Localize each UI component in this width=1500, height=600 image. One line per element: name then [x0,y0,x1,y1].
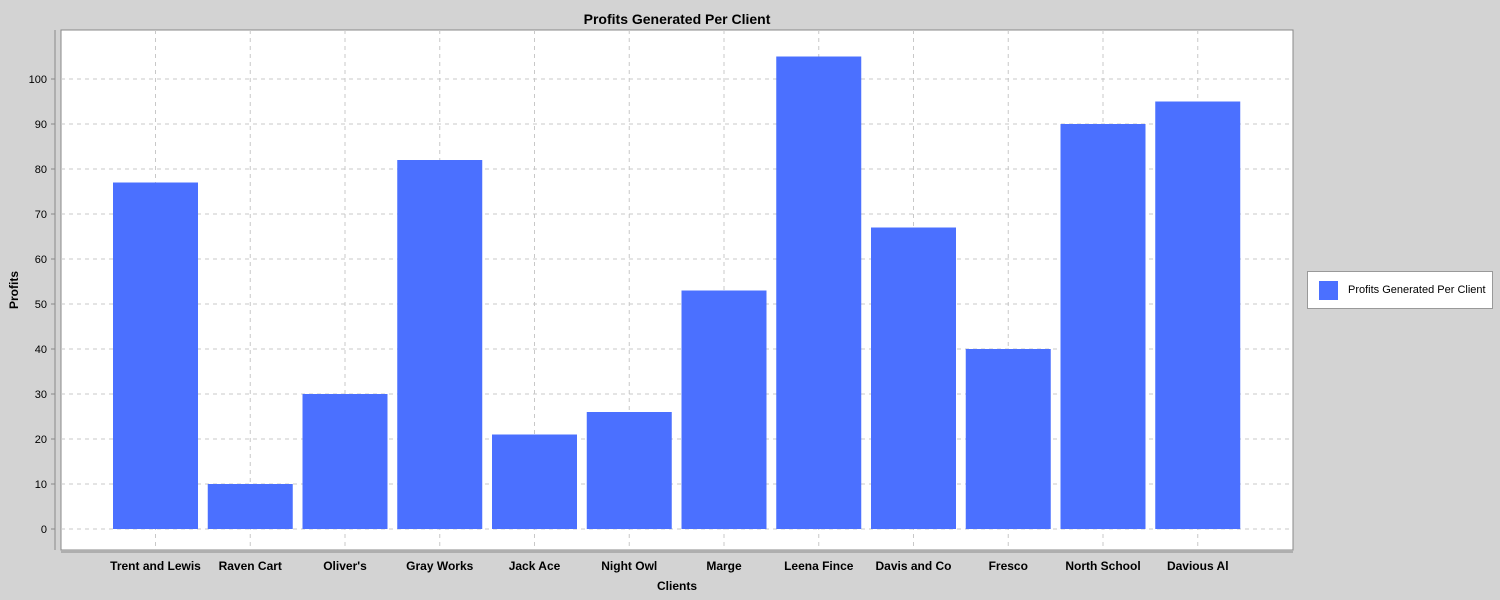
y-tick-label: 100 [29,74,47,86]
bar-raven-cart [207,484,293,529]
y-tick-label: 80 [35,164,47,176]
x-axis-labels: Trent and Lewis Raven Cart Oliver's Gray Wo… [110,559,1228,573]
y-axis-ticks: 0 10 20 30 40 50 60 70 80 90 100 [29,74,55,536]
bar-trent-and-lewis [113,182,198,529]
x-axis-title: Clients [657,579,697,593]
x-tick-label: Davis and Co [875,559,951,573]
y-tick-label: 0 [41,524,47,536]
bar-north-school [1060,124,1146,529]
x-tick-label: Oliver's [323,559,367,573]
y-tick-label: 10 [35,479,47,491]
x-tick-label: Raven Cart [219,559,282,573]
y-axis-title: Profits [7,271,21,309]
bar-marge [681,290,767,529]
y-tick-label: 70 [35,209,47,221]
legend-label: Profits Generated Per Client [1348,284,1486,296]
x-tick-label: Night Owl [601,559,657,573]
bar-davious-al [1155,101,1241,529]
x-tick-label: Davious Al [1167,559,1229,573]
y-tick-label: 30 [35,389,47,401]
bar-leena-fince [776,56,862,529]
legend-swatch [1319,281,1338,300]
legend: Profits Generated Per Client [1307,271,1493,309]
y-tick-label: 20 [35,434,47,446]
y-tick-label: 60 [35,254,47,266]
chart-title: Profits Generated Per Client [583,11,771,27]
y-tick-label: 40 [35,344,47,356]
bar-night-owl [586,412,672,529]
bars [113,56,1241,529]
y-tick-label: 50 [35,299,47,311]
x-tick-label: Trent and Lewis [110,559,201,573]
bar-davis-and-co [871,227,956,529]
x-tick-label: Marge [706,559,742,573]
x-tick-label: North School [1065,559,1140,573]
y-tick-label: 90 [35,119,47,131]
bar-gray-works [397,160,483,529]
x-tick-label: Leena Fince [784,559,854,573]
x-tick-label: Fresco [989,559,1028,573]
bar-oliver-s [302,394,388,529]
bar-fresco [965,349,1051,529]
x-tick-label: Jack Ace [509,559,561,573]
x-tick-label: Gray Works [406,559,473,573]
bar-jack-ace [492,434,577,529]
